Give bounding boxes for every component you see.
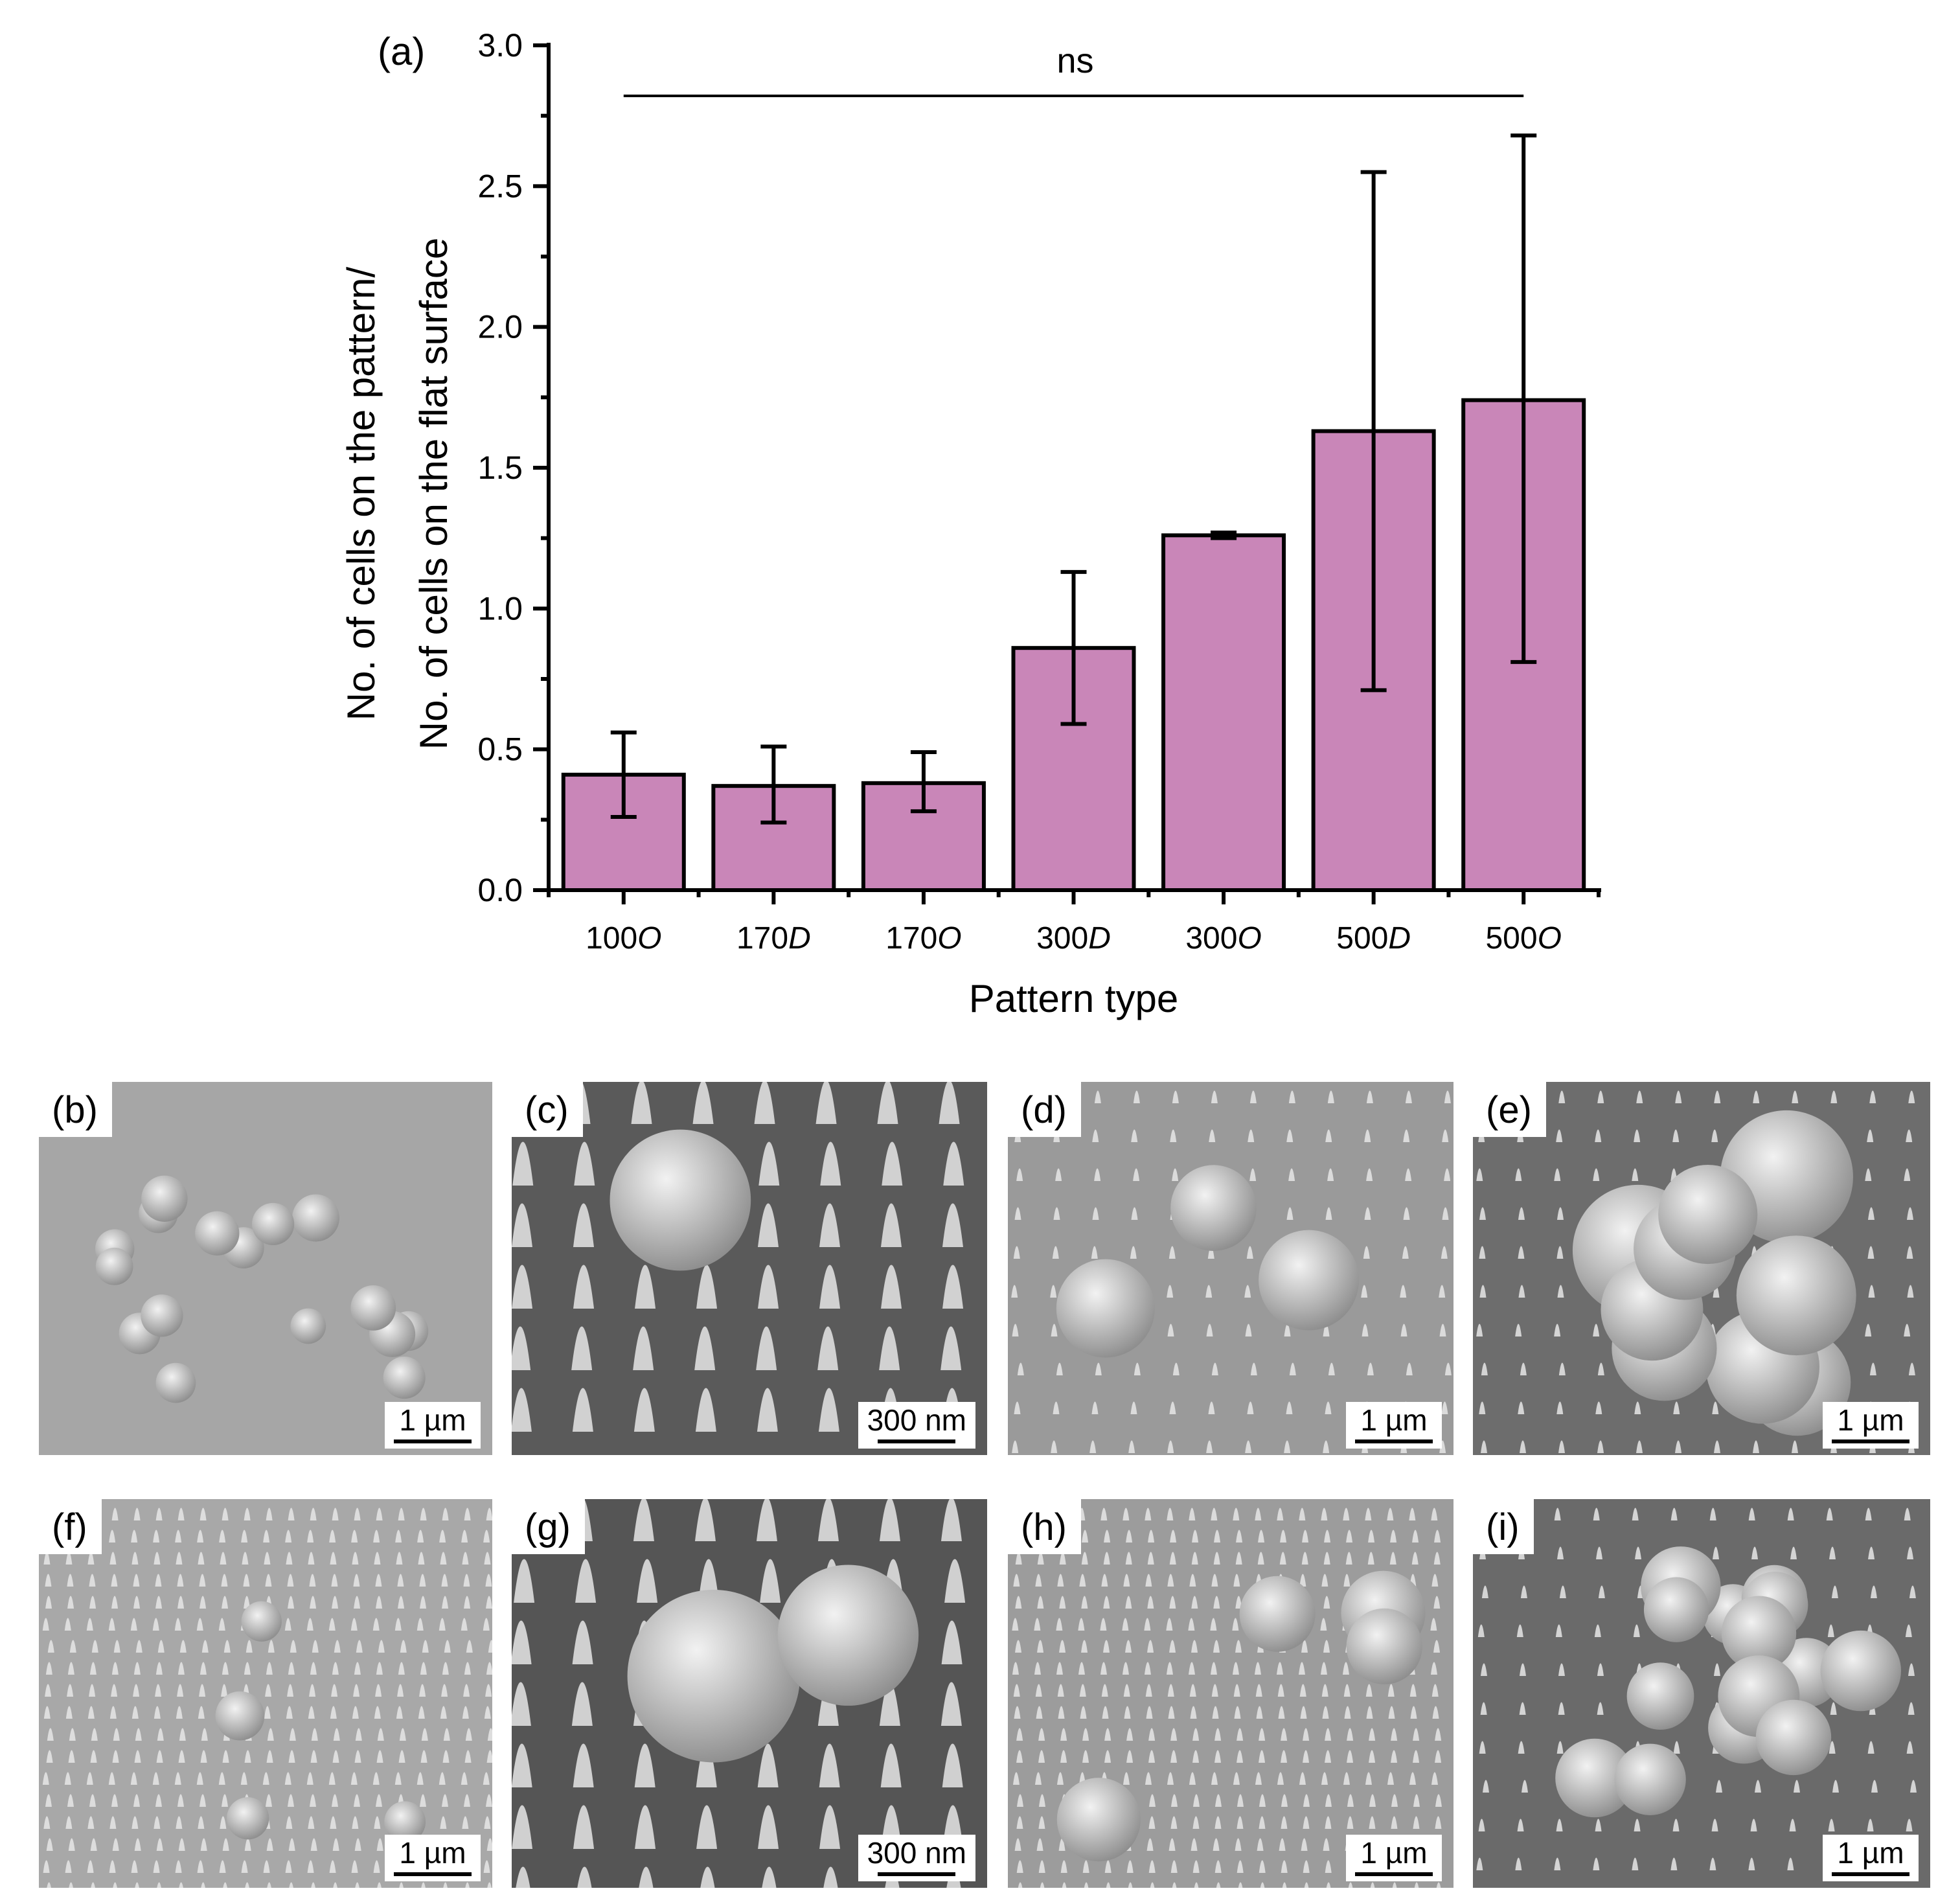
sem-image-b xyxy=(95,1175,429,1403)
scale-bar-f: 1 µm xyxy=(385,1834,481,1881)
sem-image-f xyxy=(42,1508,492,1888)
y-tick-label: 1.5 xyxy=(477,450,523,486)
scale-bar-label: 1 µm xyxy=(1360,1835,1428,1870)
scale-bar-line xyxy=(394,1439,472,1443)
scale-bar-i: 1 µm xyxy=(1823,1834,1919,1881)
scale-bar-label: 300 nm xyxy=(867,1835,966,1870)
x-tick-label: 170O xyxy=(885,921,961,956)
x-tick-label: 500D xyxy=(1336,921,1411,956)
bar-4 xyxy=(1161,533,1286,892)
scale-bar-g: 300 nm xyxy=(858,1834,975,1881)
y-tick-label: 3.0 xyxy=(477,27,523,63)
scale-bar-label: 1 µm xyxy=(1360,1403,1428,1437)
bar-chart: 0.0 0.5 1.0 1.5 2.0 2.5 3.0 100O 170D 170O 300D 300… xyxy=(339,27,1601,1020)
scale-bar-line xyxy=(1355,1872,1433,1876)
panel-label-c: (c) xyxy=(512,1082,583,1137)
scale-bar-line xyxy=(394,1872,472,1876)
panel-label-d: (d) xyxy=(1008,1082,1081,1137)
y-axis-title-line1: No. of cells on the pattern/ xyxy=(339,266,383,720)
scale-bar-label: 1 µm xyxy=(399,1835,466,1870)
y-tick-label: 2.5 xyxy=(477,168,523,204)
scale-bar-line xyxy=(1832,1872,1909,1876)
panel-label-h: (h) xyxy=(1008,1499,1081,1554)
sem-panel-g: (g) 300 nm xyxy=(512,1499,987,1888)
y-tick-label: 2.0 xyxy=(477,309,523,345)
scale-bar-line xyxy=(878,1872,956,1876)
y-tick-label: 0.0 xyxy=(477,872,523,908)
x-tick-label: 100O xyxy=(586,921,661,956)
panel-label-f: (f) xyxy=(39,1499,102,1554)
sem-image-i xyxy=(1476,1508,1917,1870)
panel-label-g: (g) xyxy=(512,1499,585,1554)
y-axis-title-line2: No. of cells on the flat surface xyxy=(412,238,455,750)
scale-bar-b: 1 µm xyxy=(385,1401,481,1449)
significance-label: ns xyxy=(1056,41,1093,80)
x-tick-label: 300O xyxy=(1185,921,1261,956)
scale-bar-d: 1 µm xyxy=(1346,1401,1442,1449)
sem-panel-c: (c) 300 nm xyxy=(512,1082,987,1455)
sem-panel-f: (f) 1 µm xyxy=(39,1499,492,1888)
scale-bar-line xyxy=(1355,1439,1433,1443)
sem-image-e xyxy=(1476,1090,1915,1453)
scale-bar-e: 1 µm xyxy=(1823,1401,1919,1449)
scale-bar-line xyxy=(878,1439,956,1443)
panel-label-a: (a) xyxy=(378,30,425,73)
scale-bar-c: 300 nm xyxy=(858,1401,975,1449)
y-tick-label: 0.5 xyxy=(477,731,523,768)
scale-bar-label: 1 µm xyxy=(1837,1835,1904,1870)
sem-panel-b: (b) 1 µm xyxy=(39,1082,492,1455)
sem-image-g xyxy=(512,1499,966,1888)
panel-label-b: (b) xyxy=(39,1082,112,1137)
x-tick-label: 170D xyxy=(736,921,811,956)
sem-panel-d: (d) 1 µm xyxy=(1008,1082,1453,1455)
scale-bar-label: 1 µm xyxy=(399,1403,466,1437)
sem-panel-i: (i) 1 µm xyxy=(1473,1499,1930,1888)
scale-bar-label: 300 nm xyxy=(867,1403,966,1437)
x-tick-label: 300D xyxy=(1036,921,1111,956)
bar-3 xyxy=(1011,646,1136,892)
scale-bar-h: 1 µm xyxy=(1346,1834,1442,1881)
sem-image-c xyxy=(512,1082,964,1432)
panel-label-i: (i) xyxy=(1473,1499,1534,1554)
sem-panel-h: (h) 1 µm xyxy=(1008,1499,1453,1888)
panel-label-e: (e) xyxy=(1473,1082,1546,1137)
sem-panel-e: (e) 1 µm xyxy=(1473,1082,1930,1455)
scale-bar-line xyxy=(1832,1439,1909,1443)
sem-image-h xyxy=(1012,1508,1442,1888)
x-axis-title: Pattern type xyxy=(969,977,1179,1020)
y-tick-label: 1.0 xyxy=(477,590,523,626)
scale-bar-label: 1 µm xyxy=(1837,1403,1904,1437)
sem-image-d xyxy=(1011,1090,1452,1453)
x-tick-label: 500O xyxy=(1485,921,1561,956)
